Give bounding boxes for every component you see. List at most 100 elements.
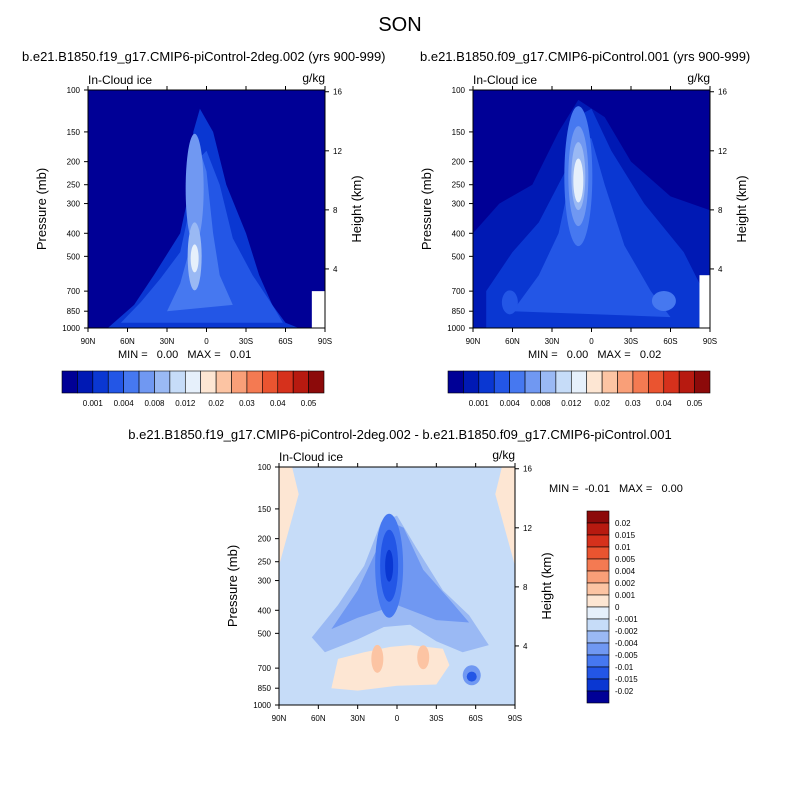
colorbar-label: 0.001 <box>469 399 490 408</box>
x-tick-label: 90N <box>81 337 96 346</box>
x-tick-label: 90S <box>508 714 522 723</box>
colorbar-swatch <box>138 370 155 394</box>
units-label: g/kg <box>492 448 515 462</box>
y-tick-label: 200 <box>452 158 466 167</box>
colorbar-swatch <box>586 642 610 656</box>
colorbar-label: 0.001 <box>615 591 636 600</box>
x-tick-label: 60S <box>663 337 677 346</box>
colorbar-swatch <box>586 582 610 596</box>
y2-tick-label: 8 <box>523 583 528 592</box>
colorbar-swatch <box>154 370 171 394</box>
colorbar-label: 0 <box>615 603 620 612</box>
colorbar-swatch <box>277 370 294 394</box>
y2-tick-label: 12 <box>333 147 342 156</box>
colorbar-label: 0.002 <box>615 579 636 588</box>
x-tick-label: 60S <box>278 337 292 346</box>
colorbar-swatch <box>169 370 186 394</box>
y-tick-label: 850 <box>67 307 81 316</box>
y-tick-label: 300 <box>67 200 81 209</box>
x-tick-label: 30N <box>545 337 560 346</box>
colorbar-swatch <box>617 370 634 394</box>
x-tick-label: 0 <box>204 337 209 346</box>
variable-label: In-Cloud ice <box>279 450 343 464</box>
colorbar-label: -0.01 <box>615 663 634 672</box>
y-tick-label: 150 <box>452 128 466 137</box>
colorbar-label: 0.005 <box>615 555 636 564</box>
colorbar-swatch <box>648 370 665 394</box>
contour-fill-level <box>385 549 394 582</box>
y2-tick-label: 4 <box>333 265 338 274</box>
panel-title-top-right: b.e21.B1850.f09_g17.CMIP6-piControl.001 … <box>420 49 751 64</box>
units-label: g/kg <box>302 71 325 85</box>
y2-tick-label: 8 <box>718 206 723 215</box>
contour-fill-level <box>573 158 584 203</box>
y2-tick-label: 4 <box>523 642 528 651</box>
x-tick-label: 90N <box>272 714 287 723</box>
colorbar-label: 0.001 <box>83 399 104 408</box>
y-tick-label: 250 <box>452 181 466 190</box>
colorbar-swatch <box>184 370 202 394</box>
colorbar-swatch <box>107 370 124 394</box>
colorbar-label: 0.03 <box>625 399 641 408</box>
y2-tick-label: 12 <box>718 147 727 156</box>
variable-label: In-Cloud ice <box>473 73 537 87</box>
colorbar-swatch <box>555 370 572 394</box>
y-tick-label: 300 <box>258 577 272 586</box>
colorbar-swatch <box>246 370 263 394</box>
y2-axis-label: Height (km) <box>734 175 749 242</box>
colorbar-label: 0.004 <box>500 399 521 408</box>
colorbar-label: 0.01 <box>615 543 631 552</box>
x-tick-label: 0 <box>589 337 594 346</box>
colorbar-swatch <box>586 678 610 692</box>
y-tick-label: 700 <box>258 664 272 673</box>
colorbar-swatch <box>570 370 588 394</box>
contour-fill-level <box>185 133 204 244</box>
x-tick-label: 60N <box>311 714 326 723</box>
x-tick-label: 60S <box>469 714 483 723</box>
colorbar-swatch <box>493 370 510 394</box>
colorbar-swatch <box>601 370 618 394</box>
colorbar-swatch <box>262 370 279 394</box>
y2-tick-label: 16 <box>523 465 532 474</box>
x-tick-label: 30S <box>239 337 253 346</box>
y-tick-label: 200 <box>258 535 272 544</box>
contour-fill-level <box>279 467 299 566</box>
minmax-label-top-left: MIN = 0.00 MAX = 0.01 <box>118 349 252 361</box>
y-tick-label: 250 <box>67 181 81 190</box>
colorbar-label: 0.012 <box>561 399 582 408</box>
units-label: g/kg <box>687 71 710 85</box>
x-tick-label: 90S <box>318 337 332 346</box>
colorbar-label: 0.04 <box>656 399 672 408</box>
minmax-label-difference: MIN = -0.01 MAX = 0.00 <box>549 483 683 495</box>
x-tick-label: 30N <box>350 714 365 723</box>
colorbar-label: -0.005 <box>615 651 638 660</box>
y-tick-label: 1000 <box>447 324 465 333</box>
y2-axis-label: Height (km) <box>349 175 364 242</box>
colorbar-swatch <box>61 370 78 394</box>
contour-fill-level <box>371 644 384 673</box>
y2-tick-label: 8 <box>333 206 338 215</box>
contour-fill-level <box>417 645 430 670</box>
y-tick-label: 500 <box>258 629 272 638</box>
x-tick-label: 90S <box>703 337 717 346</box>
x-tick-label: 90N <box>466 337 481 346</box>
contour-fill-level <box>512 131 671 318</box>
colorbar-label: 0.05 <box>687 399 703 408</box>
y-tick-label: 250 <box>258 558 272 567</box>
y2-tick-label: 12 <box>523 524 532 533</box>
contour-fill-level <box>495 467 515 566</box>
colorbar-swatch <box>678 370 695 394</box>
y-tick-label: 500 <box>67 252 81 261</box>
colorbar-swatch <box>586 606 610 620</box>
x-tick-label: 30S <box>624 337 638 346</box>
colorbar-swatch <box>447 370 464 394</box>
colorbar-label: -0.02 <box>615 687 634 696</box>
missing-terrain <box>311 291 325 328</box>
panel-title-top-left: b.e21.B1850.f19_g17.CMIP6-piControl-2deg… <box>22 49 386 64</box>
colorbar-swatch <box>586 570 610 584</box>
colorbar-label: 0.004 <box>615 567 636 576</box>
colorbar-swatch <box>77 370 94 394</box>
